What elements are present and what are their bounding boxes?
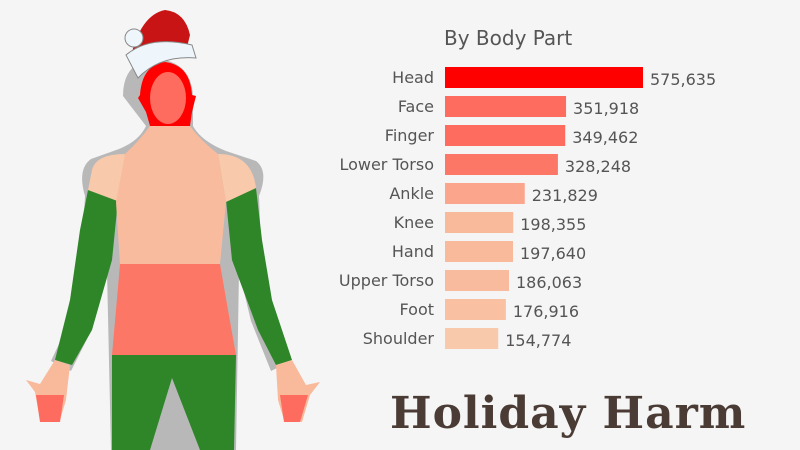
chart-title: By Body Part bbox=[444, 26, 573, 50]
value-label: 349,462 bbox=[572, 128, 638, 147]
bar-upper-torso bbox=[445, 270, 509, 291]
value-label: 198,355 bbox=[520, 215, 586, 234]
category-label: Shoulder bbox=[363, 329, 435, 348]
category-label: Ankle bbox=[389, 184, 434, 203]
right-shoulder bbox=[218, 154, 256, 202]
category-label: Hand bbox=[392, 242, 434, 261]
category-label: Knee bbox=[394, 213, 434, 232]
value-label: 186,063 bbox=[516, 273, 582, 292]
bar-knee bbox=[445, 212, 514, 233]
bar-lower-torso bbox=[445, 154, 558, 175]
value-label: 197,640 bbox=[520, 244, 586, 263]
bar-face bbox=[445, 96, 567, 117]
value-label: 328,248 bbox=[565, 157, 631, 176]
bar-head bbox=[445, 67, 643, 88]
left-arm bbox=[55, 190, 118, 365]
value-label: 351,918 bbox=[573, 99, 639, 118]
bar-finger bbox=[445, 125, 566, 146]
category-label: Finger bbox=[385, 126, 435, 145]
value-label: 231,829 bbox=[532, 186, 598, 205]
face bbox=[150, 72, 186, 124]
upper-torso bbox=[116, 126, 226, 264]
bar-hand bbox=[445, 241, 513, 262]
bar-ankle bbox=[445, 183, 525, 204]
headline: Holiday Harm bbox=[390, 388, 747, 439]
left-shoulder bbox=[88, 154, 125, 202]
legs bbox=[112, 355, 236, 450]
value-label: 575,635 bbox=[650, 70, 716, 89]
lower-torso bbox=[112, 264, 236, 355]
bar-shoulder bbox=[445, 328, 499, 349]
left-hand bbox=[26, 360, 70, 422]
bar-foot bbox=[445, 299, 506, 320]
category-label: Foot bbox=[400, 300, 434, 319]
category-label: Head bbox=[392, 68, 434, 87]
santa-hat-icon bbox=[124, 10, 197, 79]
right-arm bbox=[226, 188, 292, 365]
body-figure bbox=[26, 10, 320, 450]
category-label: Upper Torso bbox=[339, 271, 434, 290]
category-label: Lower Torso bbox=[339, 155, 434, 174]
value-label: 176,916 bbox=[513, 302, 579, 321]
category-label: Face bbox=[398, 97, 434, 116]
value-label: 154,774 bbox=[505, 331, 571, 350]
right-hand bbox=[276, 360, 320, 422]
